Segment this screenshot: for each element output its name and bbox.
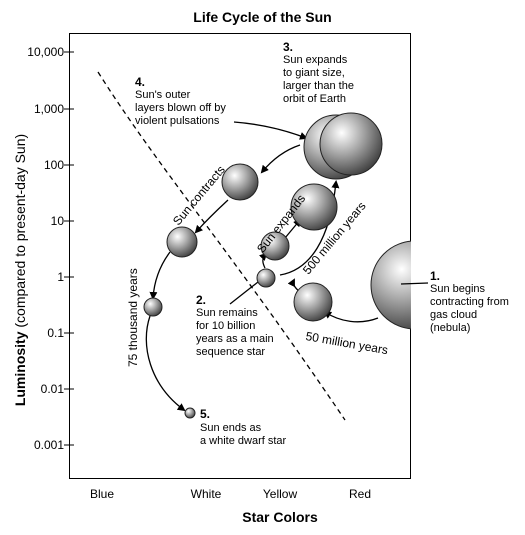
y-tick-1: 1 <box>57 270 64 284</box>
stage-4-line-1: Sun's outer <box>135 89 191 101</box>
arrow-label4-to-giant <box>233 121 308 140</box>
stage-3-line-3: larger than the <box>283 80 354 92</box>
stage-4-line-3: violent pulsations <box>135 115 220 127</box>
diagram-title: Life Cycle of the Sun <box>193 9 332 25</box>
pulsating-sphere <box>166 226 198 258</box>
stage-2-line-4: sequence star <box>196 346 266 358</box>
stage-5-line-1: Sun ends as <box>200 422 262 434</box>
stage-2-number: 2. <box>196 293 207 307</box>
y-tick-0.001: 0.001 <box>33 438 64 452</box>
stage-5-number: 5. <box>200 407 211 421</box>
leader-label2 <box>229 281 259 305</box>
y-tick-0.1: 0.1 <box>47 326 64 340</box>
label-75-thousand-years: 75 thousand years <box>126 268 140 367</box>
stage-1-number: 1. <box>430 269 441 283</box>
arrow-nebula-to-protostar <box>323 310 379 323</box>
main-sequence-sun <box>256 268 276 288</box>
subgiant-sphere <box>260 231 290 261</box>
stage-3-note: 3. Sun expands to giant size, larger tha… <box>283 41 354 106</box>
protostar-sphere <box>293 282 333 322</box>
x-axis-title: Star Colors <box>242 509 318 525</box>
main-sequence-line <box>97 71 346 421</box>
stage-4-note: 4. Sun's outer layers blown off by viole… <box>135 76 226 128</box>
stage-5-line-2: a white dwarf star <box>200 435 287 447</box>
stage-1-line-2: contracting from <box>430 296 509 308</box>
stage-3-line-1: Sun expands <box>283 54 348 66</box>
arrow-giant-to-contracting <box>260 144 301 174</box>
stage-2-note: 2. Sun remains for 10 billion years as a… <box>196 294 274 359</box>
y-tick-1000: 1,000 <box>33 102 64 116</box>
shrinking-sphere <box>143 297 163 317</box>
stage-3-line-4: orbit of Earth <box>283 93 346 105</box>
stage-2-line-2: for 10 billion <box>196 320 256 332</box>
red-giant-front <box>319 112 383 176</box>
stage-2-line-1: Sun remains <box>196 307 258 319</box>
stage-1-line-1: Sun begins <box>430 283 486 295</box>
stage-5-note: 5. Sun ends as a white dwarf star <box>200 408 286 448</box>
stage-2-line-3: years as a main <box>196 333 274 345</box>
x-tick-yellow: Yellow <box>262 487 298 501</box>
x-tick-blue: Blue <box>89 487 115 501</box>
stage-3-number: 3. <box>283 40 294 54</box>
stage-1-line-3: gas cloud <box>430 309 478 321</box>
contracting-sphere <box>221 163 259 201</box>
arrow-contracting-to-pulsating <box>194 199 229 234</box>
y-tick-100: 100 <box>43 158 64 172</box>
x-tick-white: White <box>190 487 222 501</box>
stage-1-line-4: (nebula) <box>430 322 471 334</box>
white-dwarf-sphere <box>184 407 196 419</box>
nebula-sphere <box>370 240 411 330</box>
arrow-to-white-dwarf <box>145 315 186 412</box>
stage-3-line-2: to giant size, <box>283 67 345 79</box>
y-tick-10: 10 <box>50 214 64 228</box>
stage-1-note: 1. Sun begins contracting from gas cloud… <box>430 270 509 335</box>
stage-4-line-2: layers blown off by <box>135 102 226 114</box>
y-tick-marks <box>64 51 74 446</box>
expanding-sphere <box>290 183 338 231</box>
arrow-pulsating-to-dwarf-start <box>149 251 171 300</box>
leader-label1 <box>400 282 429 285</box>
y-tick-0.01: 0.01 <box>40 382 64 396</box>
stage-4-number: 4. <box>135 75 146 89</box>
x-tick-red: Red <box>348 487 371 501</box>
y-tick-10000: 10,000 <box>27 45 64 59</box>
